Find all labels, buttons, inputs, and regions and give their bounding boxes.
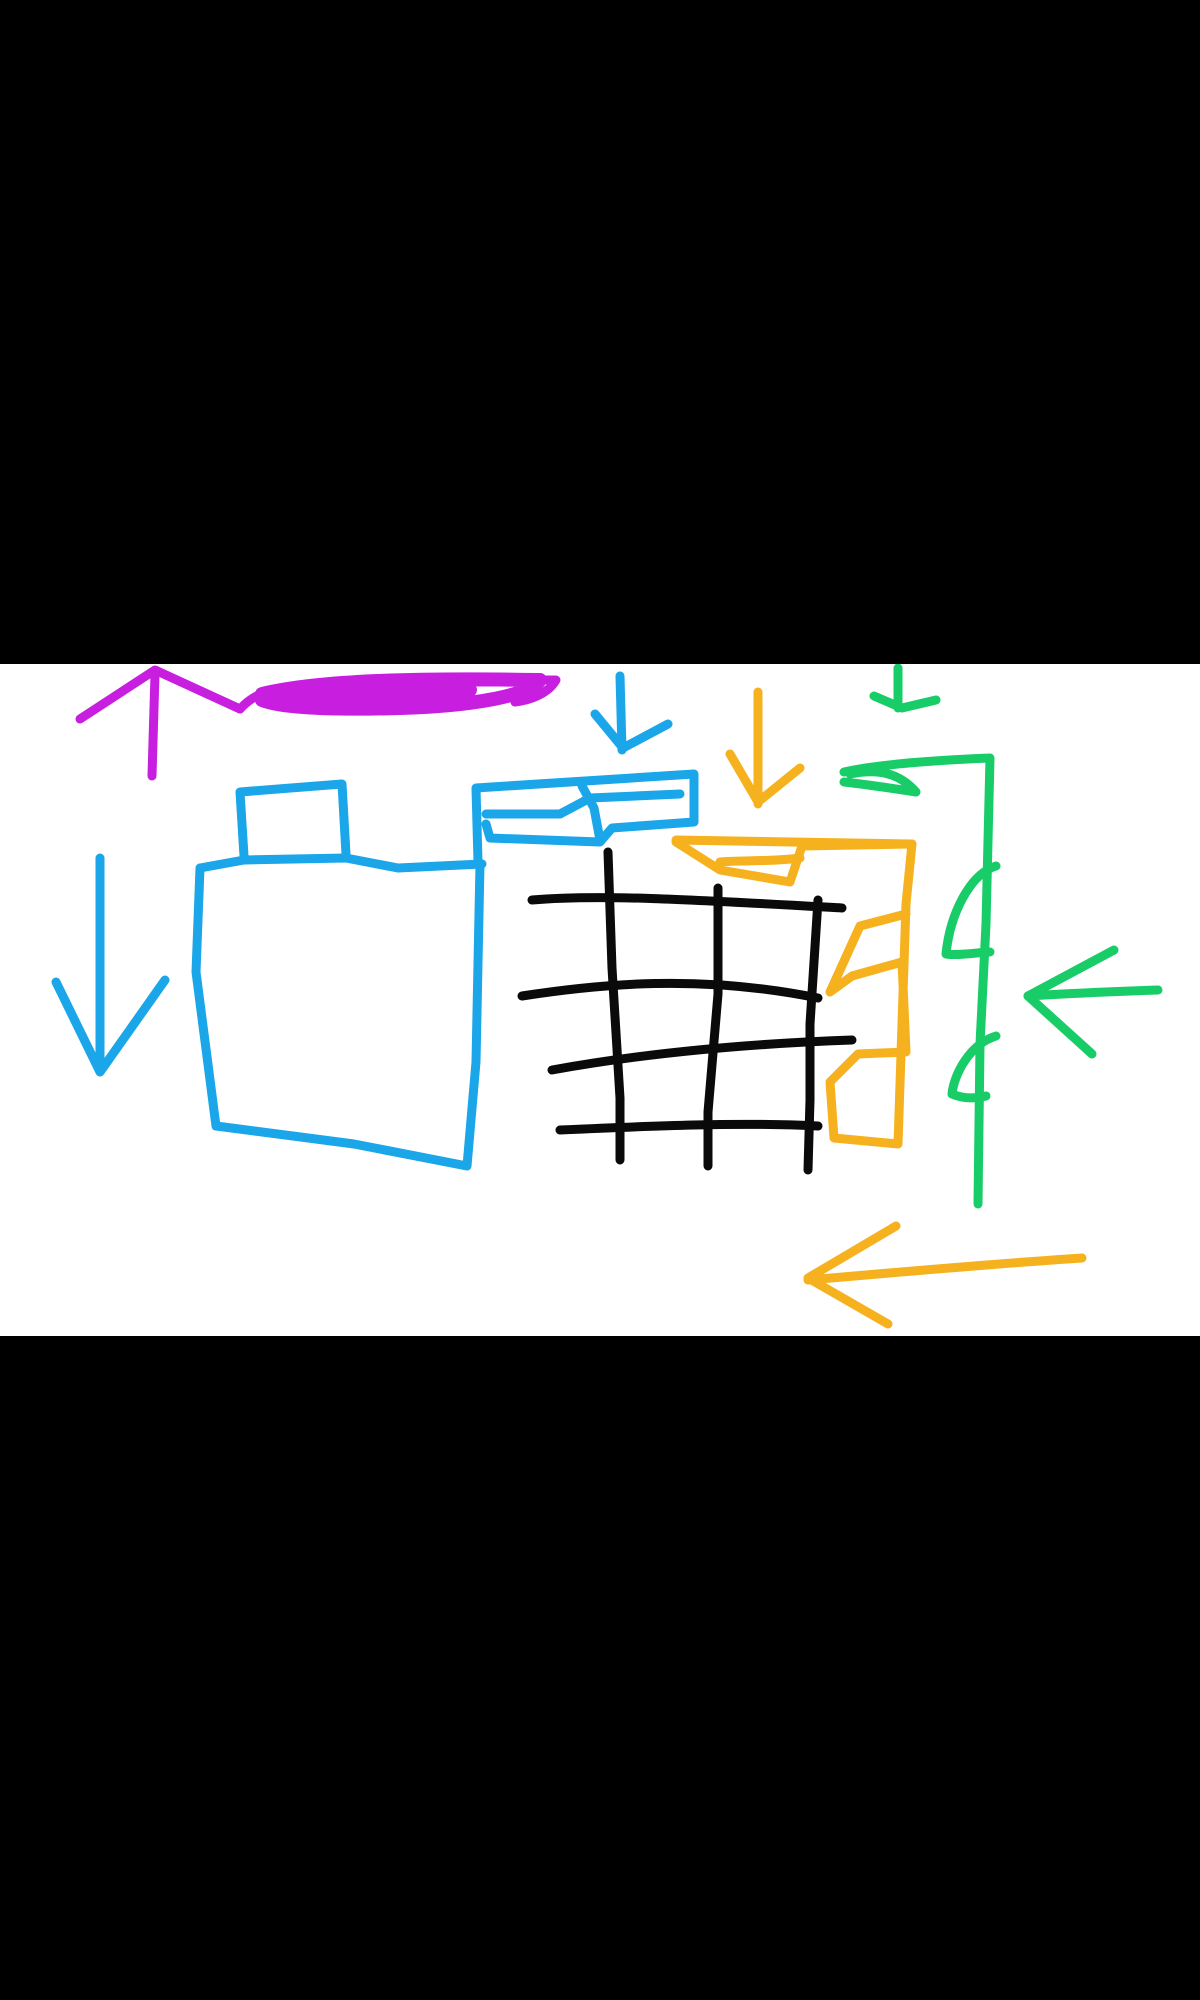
blue-bar-shape [476, 774, 694, 862]
blue-box-shape [196, 784, 482, 1166]
blue-down-arrow-icon-top [595, 676, 668, 750]
orange-left-arrow-icon [808, 1226, 1082, 1324]
orange-down-arrow-icon [730, 692, 800, 804]
green-left-arrow-icon [1028, 950, 1158, 1054]
drawing-canvas [0, 664, 1200, 1336]
magenta-scribble-bar [240, 679, 556, 709]
sketch-drawing [0, 664, 1200, 1336]
blue-down-arrow-icon-left [56, 858, 165, 1072]
black-grid-shape [522, 852, 852, 1170]
green-down-arrow-icon [874, 668, 936, 708]
magenta-up-arrow-icon [80, 670, 240, 776]
